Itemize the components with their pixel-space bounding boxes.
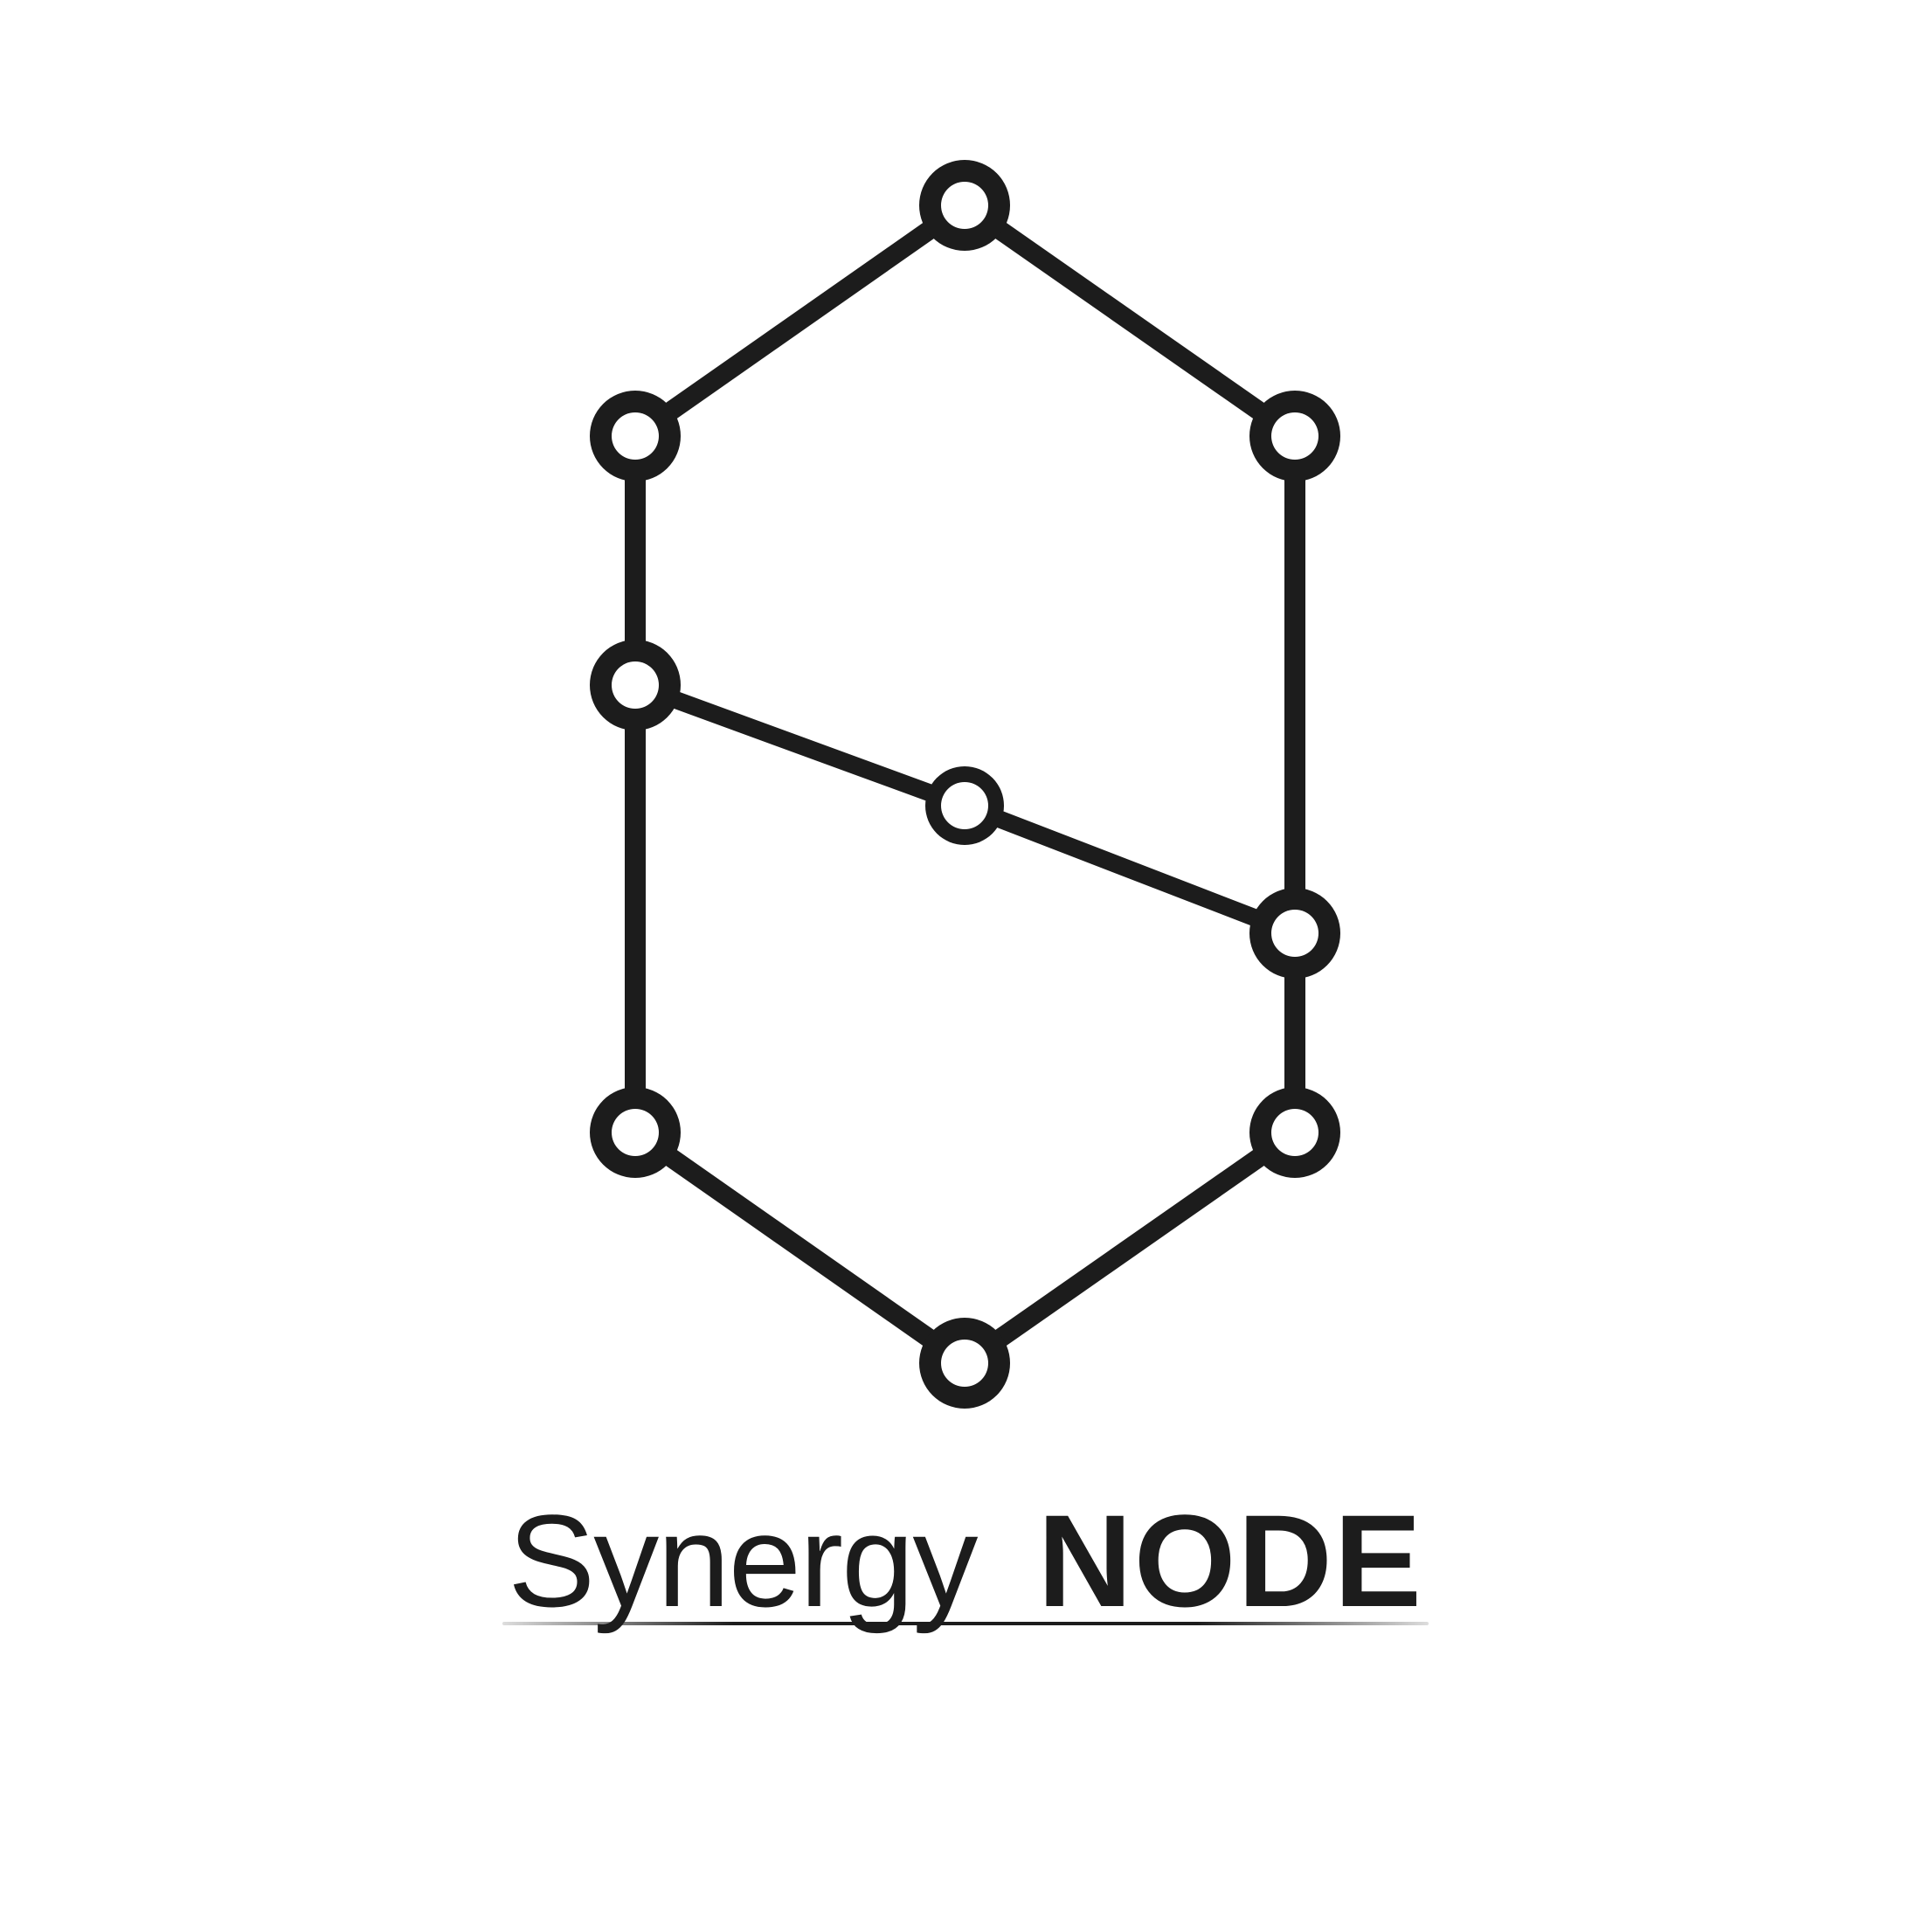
edge-ml-center [632,676,968,814]
node-bottom [919,1318,1010,1409]
wordmark: Synergy NODE [0,1485,1931,1634]
node-center [925,766,1004,845]
wordmark-synergy: Synergy [508,1487,978,1634]
node-ll [590,1087,681,1178]
node-ml [590,640,681,731]
node-mr [1249,888,1340,979]
network-nodes [590,160,1340,1409]
node-lr [1249,1087,1340,1178]
edge-ll-bottom [629,1124,971,1372]
node-top [919,160,1010,251]
wordmark-underline [502,1622,1429,1625]
edge-lr-bottom [959,1124,1301,1372]
edge-center-mr [961,797,1298,942]
wordmark-node: NODE [1037,1487,1423,1634]
node-ul [590,391,681,481]
edge-top-ul [629,197,971,445]
node-ur [1249,391,1340,481]
edge-top-ur [959,197,1301,445]
